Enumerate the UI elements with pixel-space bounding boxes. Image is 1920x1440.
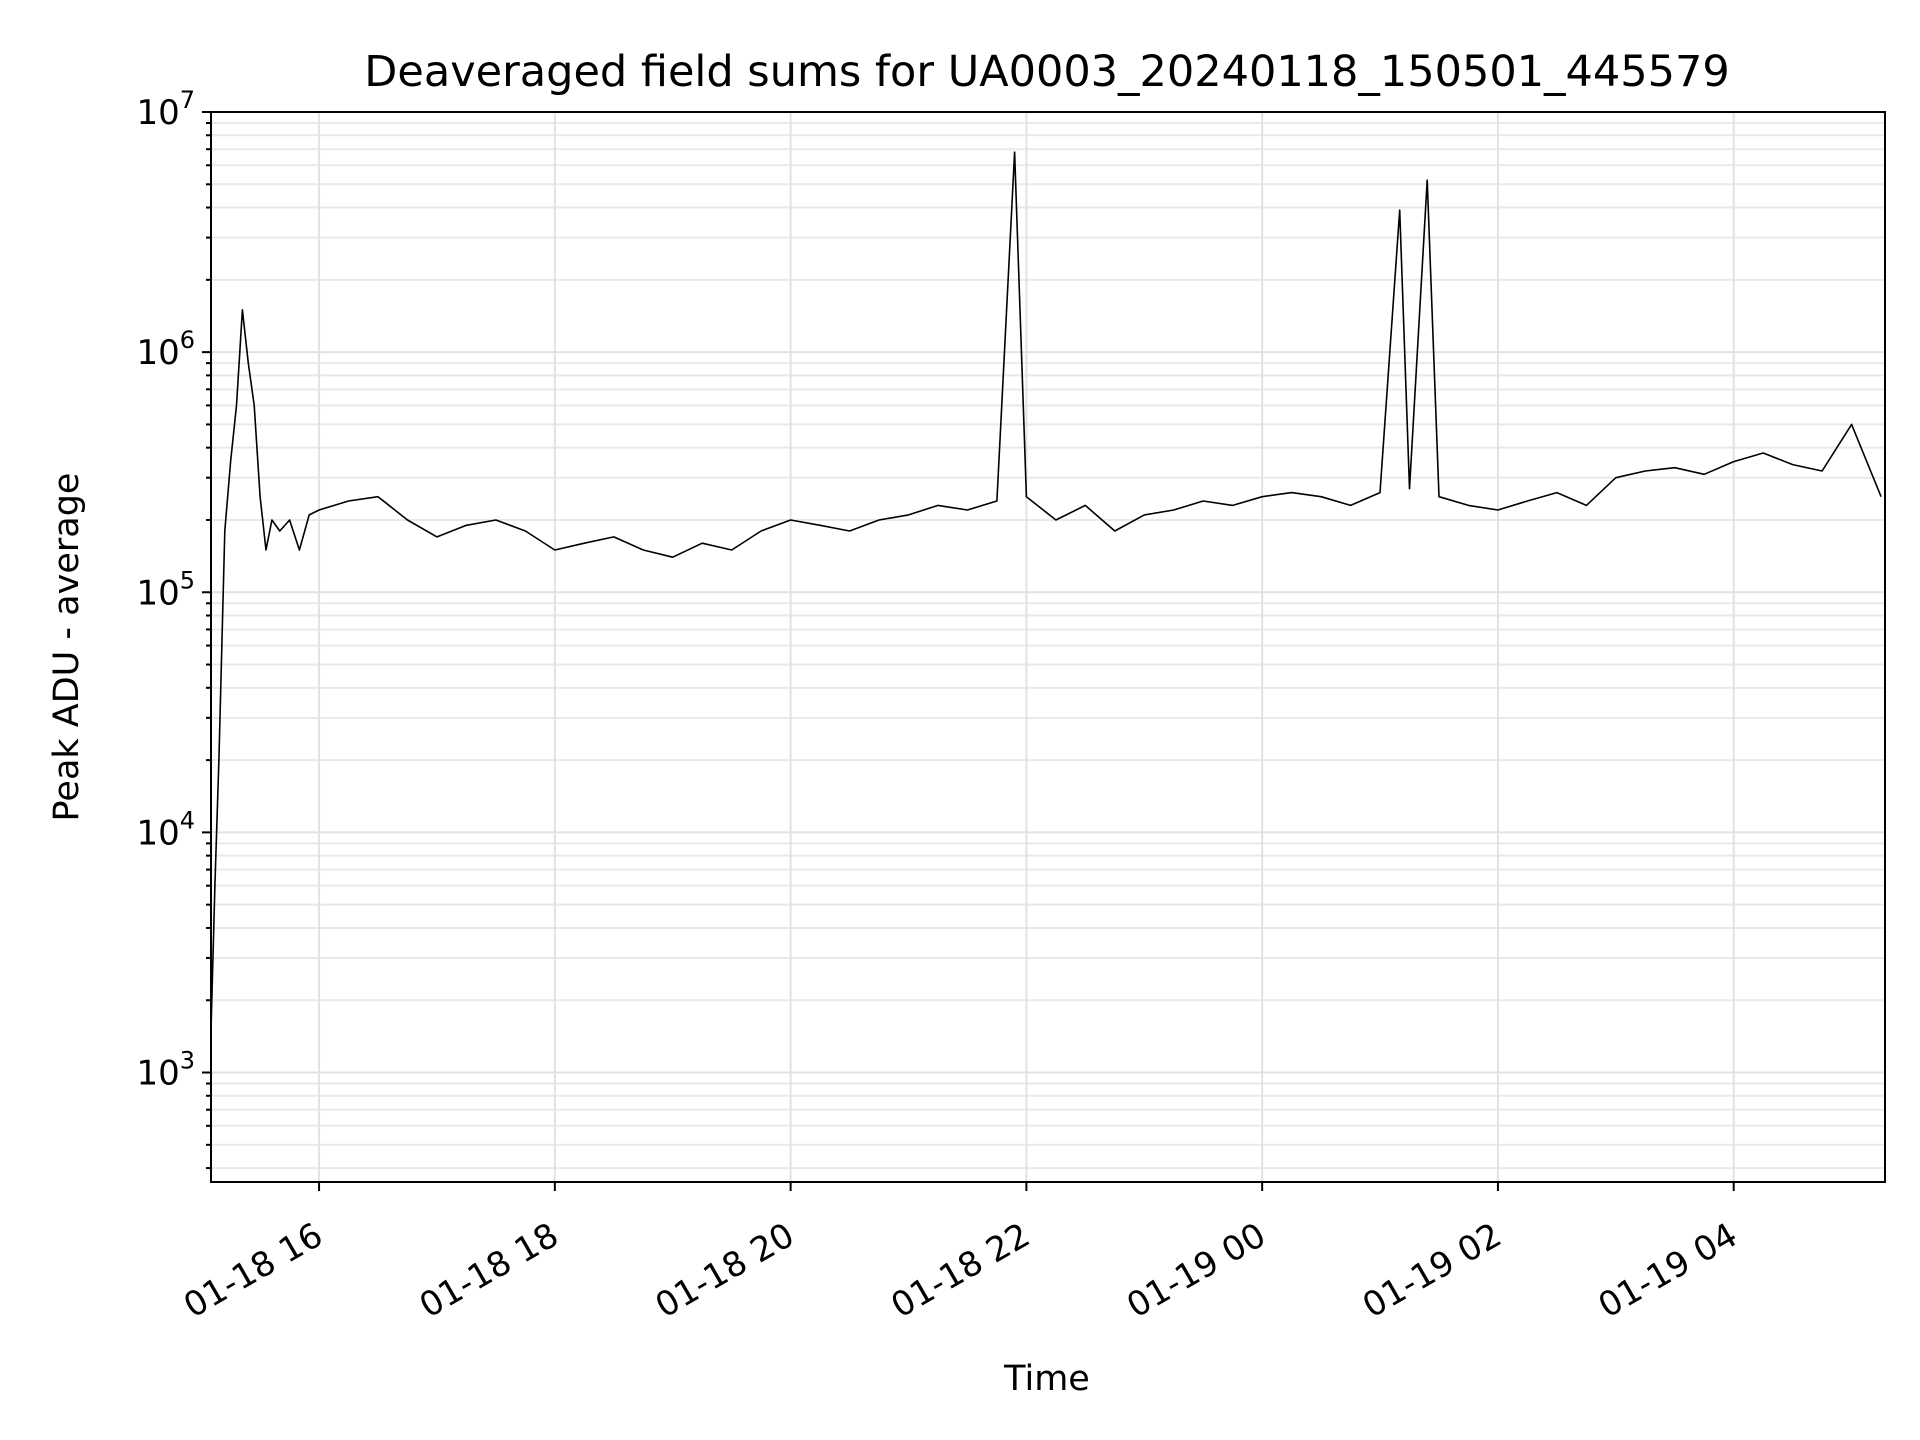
y-tick-label: 103: [136, 1047, 195, 1094]
data-series: [210, 151, 1882, 1031]
axis-ticks: 103 104 105 106 107 01-18 16 01-18 18 01-18 20 0…: [136, 86, 1744, 1326]
x-tick-label: 01-18 22: [884, 1215, 1036, 1326]
y-tick-label: 104: [136, 806, 195, 853]
grid: [211, 111, 1885, 1182]
y-tick-label: 106: [136, 326, 195, 373]
y-tick-label: 105: [136, 566, 195, 613]
x-tick-label: 01-18 20: [649, 1215, 801, 1326]
x-tick-label: 01-18 16: [177, 1215, 329, 1326]
x-tick-label: 01-19 02: [1356, 1215, 1508, 1326]
y-tick-label: 107: [136, 86, 195, 133]
plot-frame: [210, 111, 1886, 1183]
series-line: [210, 151, 1882, 1031]
chart-title: Deaveraged field sums for UA0003_2024011…: [364, 47, 1729, 97]
x-tick-label: 01-18 18: [413, 1215, 565, 1326]
y-axis-label: Peak ADU - average: [47, 473, 87, 822]
x-tick-label: 01-19 04: [1592, 1215, 1744, 1326]
x-tick-label: 01-19 00: [1120, 1215, 1272, 1326]
x-axis-label: Time: [1003, 1359, 1090, 1399]
